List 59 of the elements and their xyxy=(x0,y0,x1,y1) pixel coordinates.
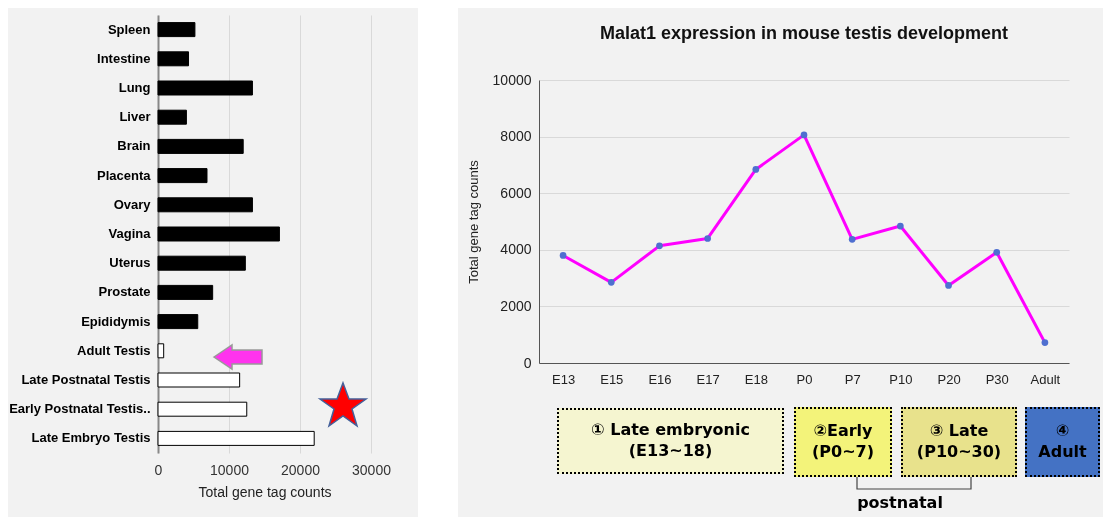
bar xyxy=(157,168,208,184)
y-tick-label: Ovary xyxy=(113,196,152,212)
bar xyxy=(157,51,190,67)
y-tick-label: Spleen xyxy=(107,21,151,37)
x-tick-label: P7 xyxy=(844,371,861,387)
x-axis-title: Total gene tag counts xyxy=(198,483,332,500)
y-tick-label: Brain xyxy=(117,138,151,154)
bar xyxy=(157,197,253,213)
y-axis-title: Total gene tag counts xyxy=(465,159,481,284)
text: ④ Adult xyxy=(1025,407,1100,477)
x-tick-label: P20 xyxy=(937,371,961,387)
x-tick-label: E16 xyxy=(648,371,672,387)
bar xyxy=(157,314,199,330)
y-tick-label: Intestine xyxy=(97,50,151,66)
text: ① Late embryonic (E13~18) xyxy=(557,408,784,474)
y-tick-label: Epididymis xyxy=(81,313,151,329)
x-tick-label: P30 xyxy=(985,371,1009,387)
y-tick-label: 2000 xyxy=(500,297,532,314)
x-tick-label: 0 xyxy=(154,461,163,478)
bar xyxy=(157,401,248,417)
bar xyxy=(157,255,246,271)
bar xyxy=(157,284,214,300)
text: postnatal xyxy=(856,492,944,514)
x-tick-label: E18 xyxy=(744,371,768,387)
bar xyxy=(157,372,241,388)
y-tick-label: Lung xyxy=(118,80,151,95)
y-tick-label: Prostate xyxy=(98,284,151,300)
bar xyxy=(157,343,165,359)
bar xyxy=(157,138,244,154)
x-tick-label: 10000 xyxy=(210,461,250,478)
y-tick-label: Placenta xyxy=(97,167,152,183)
y-tick-label: Liver xyxy=(119,109,151,125)
y-tick-label: Early Postnatal Testis.. xyxy=(9,401,151,417)
y-tick-label: Adult Testis xyxy=(77,342,151,358)
y-tick-label: Late Postnatal Testis xyxy=(21,372,151,387)
y-tick-label: 0 xyxy=(523,354,532,371)
text: ②Early (P0~7) xyxy=(794,407,892,477)
bar xyxy=(157,22,196,38)
x-tick-label: P10 xyxy=(889,371,913,387)
x-tick-label: E15 xyxy=(600,371,624,387)
y-tick-label: 4000 xyxy=(500,241,532,258)
y-tick-label: 6000 xyxy=(500,184,532,201)
text: ③ Late (P10~30) xyxy=(901,407,1017,477)
y-tick-label: Uterus xyxy=(109,255,151,271)
x-tick-label: P0 xyxy=(796,371,813,387)
y-tick-label: 8000 xyxy=(500,128,532,145)
bar xyxy=(157,430,315,446)
y-tick-label: 10000 xyxy=(492,71,532,88)
y-tick-label: Late Embryo Testis xyxy=(31,430,151,446)
bar xyxy=(157,80,253,96)
bar xyxy=(157,109,187,125)
bar xyxy=(157,226,280,242)
x-tick-label: 30000 xyxy=(352,461,392,478)
x-tick-label: E13 xyxy=(552,371,576,387)
x-tick-label: 20000 xyxy=(281,461,321,478)
x-tick-label: Adult xyxy=(1030,371,1061,387)
chart-title: Malat1 expression in mouse testis development xyxy=(599,23,1009,43)
x-tick-label: E17 xyxy=(696,371,720,387)
y-tick-label: Vagina xyxy=(108,226,152,241)
